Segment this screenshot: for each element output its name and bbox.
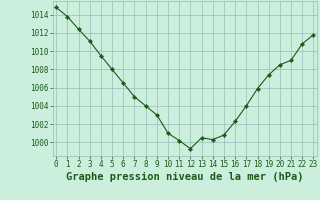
- X-axis label: Graphe pression niveau de la mer (hPa): Graphe pression niveau de la mer (hPa): [66, 172, 304, 182]
